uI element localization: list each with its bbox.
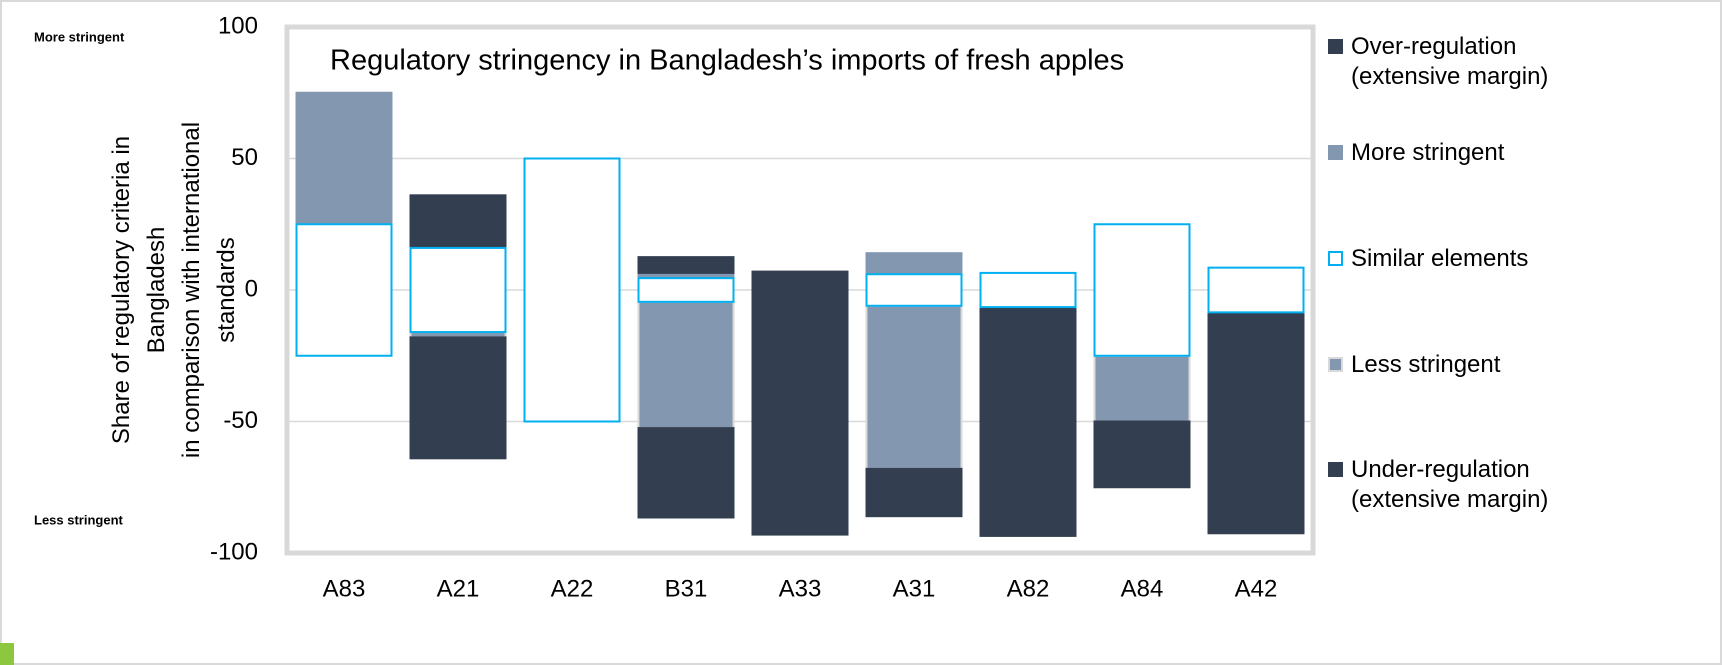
bar-segment xyxy=(751,270,849,291)
x-tick-label: A82 xyxy=(1007,575,1050,602)
legend-swatch xyxy=(1328,357,1343,372)
bar-segment xyxy=(865,304,963,470)
bar-segment xyxy=(1207,311,1305,535)
x-tick-label: A22 xyxy=(551,575,594,602)
legend-swatch xyxy=(1328,462,1343,477)
bar-segment xyxy=(1093,420,1191,489)
y-axis-title: Bangladesh xyxy=(143,227,170,354)
y-tick-label: -100 xyxy=(210,538,258,565)
legend-label: Less stringent xyxy=(1351,351,1501,378)
legend-entry: Under-regulation (extensive margin) xyxy=(1328,455,1568,515)
annotation: Less stringent xyxy=(34,512,124,527)
legend-entry: Similar elements xyxy=(1328,244,1568,274)
legend-swatch xyxy=(1328,145,1343,160)
bar-segment xyxy=(295,223,393,357)
bar-segment xyxy=(979,306,1077,537)
bar-segment xyxy=(637,427,735,519)
x-tick-label: A21 xyxy=(437,575,480,602)
bar-segment xyxy=(637,300,735,430)
x-tick-label: A42 xyxy=(1235,575,1278,602)
x-tick-label: B31 xyxy=(665,575,708,602)
x-tick-label: A84 xyxy=(1121,575,1164,602)
bar-segment xyxy=(523,157,621,423)
bar-segment xyxy=(637,256,735,274)
bar-segment xyxy=(409,336,507,460)
y-tick-label: 0 xyxy=(245,275,258,302)
legend-label: Under-regulation (extensive margin) xyxy=(1351,456,1549,513)
bar-segment xyxy=(1093,223,1191,357)
legend-swatch xyxy=(1328,251,1343,266)
legend-entry: More stringent xyxy=(1328,138,1568,168)
bar-segment xyxy=(865,252,963,276)
legend-label: Over-regulation (extensive margin) xyxy=(1351,33,1549,90)
legend-swatch xyxy=(1328,39,1343,54)
bar-segment xyxy=(865,467,963,518)
x-tick-label: A31 xyxy=(893,575,936,602)
legend-label: Similar elements xyxy=(1351,245,1529,272)
legend-entry: Over-regulation (extensive margin) xyxy=(1328,32,1568,92)
bar-segment xyxy=(1093,354,1191,423)
y-tick-label: 50 xyxy=(231,144,258,171)
bar-segment xyxy=(295,91,393,226)
corner-tab xyxy=(0,643,14,665)
legend-label: More stringent xyxy=(1351,139,1505,166)
y-axis-title: standards xyxy=(213,237,240,342)
y-tick-label: -50 xyxy=(223,407,258,434)
y-axis-title: in comparison with international xyxy=(178,122,205,458)
bar-segment xyxy=(409,194,507,249)
bar-segment xyxy=(1207,266,1305,314)
bar-segment xyxy=(979,271,1077,309)
y-axis-title: Share of regulatory criteria in xyxy=(108,136,135,444)
bar-segment xyxy=(637,277,735,303)
bar-segment xyxy=(751,289,849,536)
x-tick-label: A33 xyxy=(779,575,822,602)
bar-segment xyxy=(865,273,963,307)
chart-title: Regulatory stringency in Bangladesh’s im… xyxy=(330,45,1124,77)
annotation: More stringent xyxy=(34,29,125,44)
x-tick-label: A83 xyxy=(323,575,366,602)
bar-segment xyxy=(409,246,507,334)
legend-entry: Less stringent xyxy=(1328,350,1568,380)
y-tick-label: 100 xyxy=(218,12,258,39)
